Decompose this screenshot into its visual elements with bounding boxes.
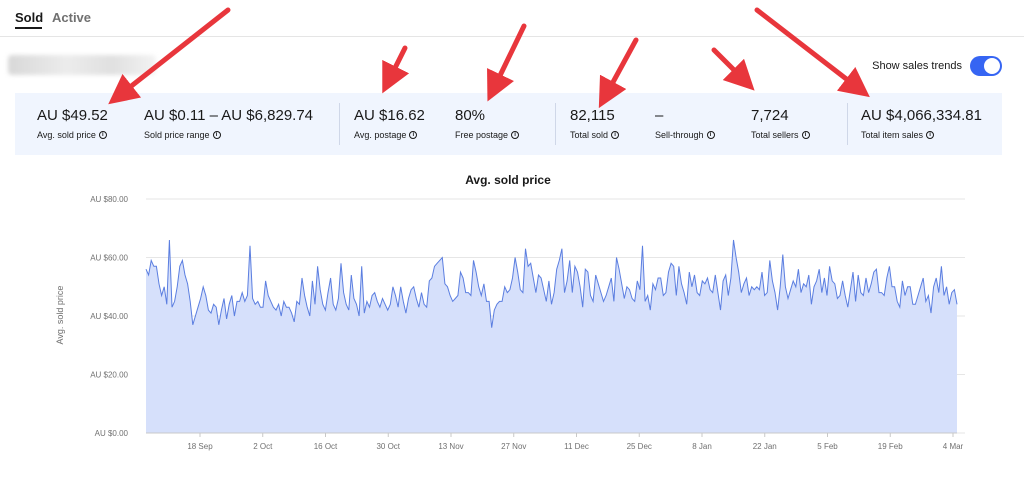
toggle-knob [984, 58, 1000, 74]
avg-sold-price-chart: Avg. sold price Avg. sold price AU $0.00… [55, 173, 965, 451]
x-tick-label: 25 Dec [627, 442, 652, 451]
x-tick-label: 22 Jan [753, 442, 777, 451]
info-icon[interactable]: i [801, 131, 810, 139]
x-axis: 18 Sep 2 Oct 16 Oct 30 Oct 13 Nov 27 Nov 11 De… [187, 433, 964, 451]
info-icon[interactable]: i [706, 131, 715, 139]
series-area [146, 240, 957, 433]
x-tick-label: 8 Jan [692, 442, 712, 451]
sales-trends-control: Show sales trends [872, 55, 1002, 77]
series-line [145, 239, 958, 328]
arrow-avg-postage [382, 45, 410, 94]
metric-total-sellers: 7,724 Total sellers i [751, 107, 810, 140]
y-axis: AU $0.00 AU $20.00 AU $40.00 AU $60.00 AU $8… [90, 195, 128, 438]
y-tick-label: AU $20.00 [90, 371, 128, 380]
metric-label: Total item sales [861, 130, 924, 140]
metric-total-sold: 82,115 Total sold i [570, 107, 620, 140]
y-tick-label: AU $60.00 [90, 254, 128, 263]
x-tick-label: 4 Mar [943, 442, 964, 451]
metric-avg-postage: AU $16.62 Avg. postage i [354, 107, 425, 140]
metric-label: Avg. sold price [37, 130, 96, 140]
metric-value: AU $49.52 [37, 107, 108, 124]
y-tick-label: AU $80.00 [90, 195, 128, 204]
metric-label: Sold price range [144, 130, 210, 140]
metric-label: Total sold [570, 130, 609, 140]
x-tick-label: 11 Dec [564, 442, 589, 451]
arrow-total-sold [598, 37, 639, 109]
metric-divider [847, 103, 848, 145]
metric-label: Total sellers [751, 130, 799, 140]
arrow-total-sellers [711, 47, 755, 91]
info-icon[interactable]: i [212, 131, 221, 139]
info-icon[interactable]: i [409, 131, 418, 139]
x-tick-label: 27 Nov [501, 442, 526, 451]
y-axis-label: Avg. sold price [55, 286, 65, 345]
metric-divider [339, 103, 340, 145]
metric-value: 7,724 [751, 107, 789, 124]
x-tick-label: 19 Feb [878, 442, 903, 451]
metric-value: AU $16.62 [354, 107, 425, 124]
metric-value: – [655, 107, 664, 124]
metric-sell-through: – Sell-through i [655, 107, 715, 140]
x-tick-label: 30 Oct [376, 442, 400, 451]
metric-value: AU $0.11 – AU $6,829.74 [144, 107, 314, 124]
series-avg-sold-price [145, 239, 958, 434]
x-tick-label: 13 Nov [438, 442, 463, 451]
blurred-search-title [8, 55, 156, 75]
y-tick-label: AU $0.00 [95, 429, 129, 438]
tab-sold[interactable]: Sold [15, 10, 44, 25]
metric-avg-sold-price: AU $49.52 Avg. sold price i [37, 107, 108, 140]
info-icon[interactable]: i [611, 131, 620, 139]
x-tick-label: 18 Sep [187, 442, 213, 451]
info-icon[interactable]: i [926, 131, 935, 139]
active-tab-indicator [15, 27, 42, 29]
metric-label: Avg. postage [354, 130, 407, 140]
metric-label: Sell-through [655, 130, 704, 140]
y-tick-label: AU $40.00 [90, 312, 128, 321]
metric-total-item-sales: AU $4,066,334.81 Total item sales i [861, 107, 982, 140]
tab-active[interactable]: Active [52, 10, 92, 25]
metric-label: Free postage [455, 130, 509, 140]
x-tick-label: 2 Oct [253, 442, 273, 451]
x-tick-label: 16 Oct [314, 442, 338, 451]
metrics-panel: AU $49.52 Avg. sold price i AU $0.11 – AU… [15, 93, 1002, 155]
metric-divider [555, 103, 556, 145]
metric-sold-price-range: AU $0.11 – AU $6,829.74 Sold price range… [144, 107, 313, 140]
metric-free-postage: 80% Free postage i [455, 107, 520, 140]
chart-title: Avg. sold price [465, 173, 551, 187]
x-tick-label: 5 Feb [817, 442, 838, 451]
info-icon[interactable]: i [511, 131, 520, 139]
metric-value: 80% [455, 107, 486, 124]
sales-trends-label: Show sales trends [872, 60, 962, 72]
info-icon[interactable]: i [98, 131, 107, 139]
metric-value: AU $4,066,334.81 [861, 107, 982, 124]
metric-value: 82,115 [570, 107, 615, 124]
sales-trends-toggle[interactable] [970, 56, 1002, 76]
tab-bar: Sold Active [0, 0, 1024, 37]
